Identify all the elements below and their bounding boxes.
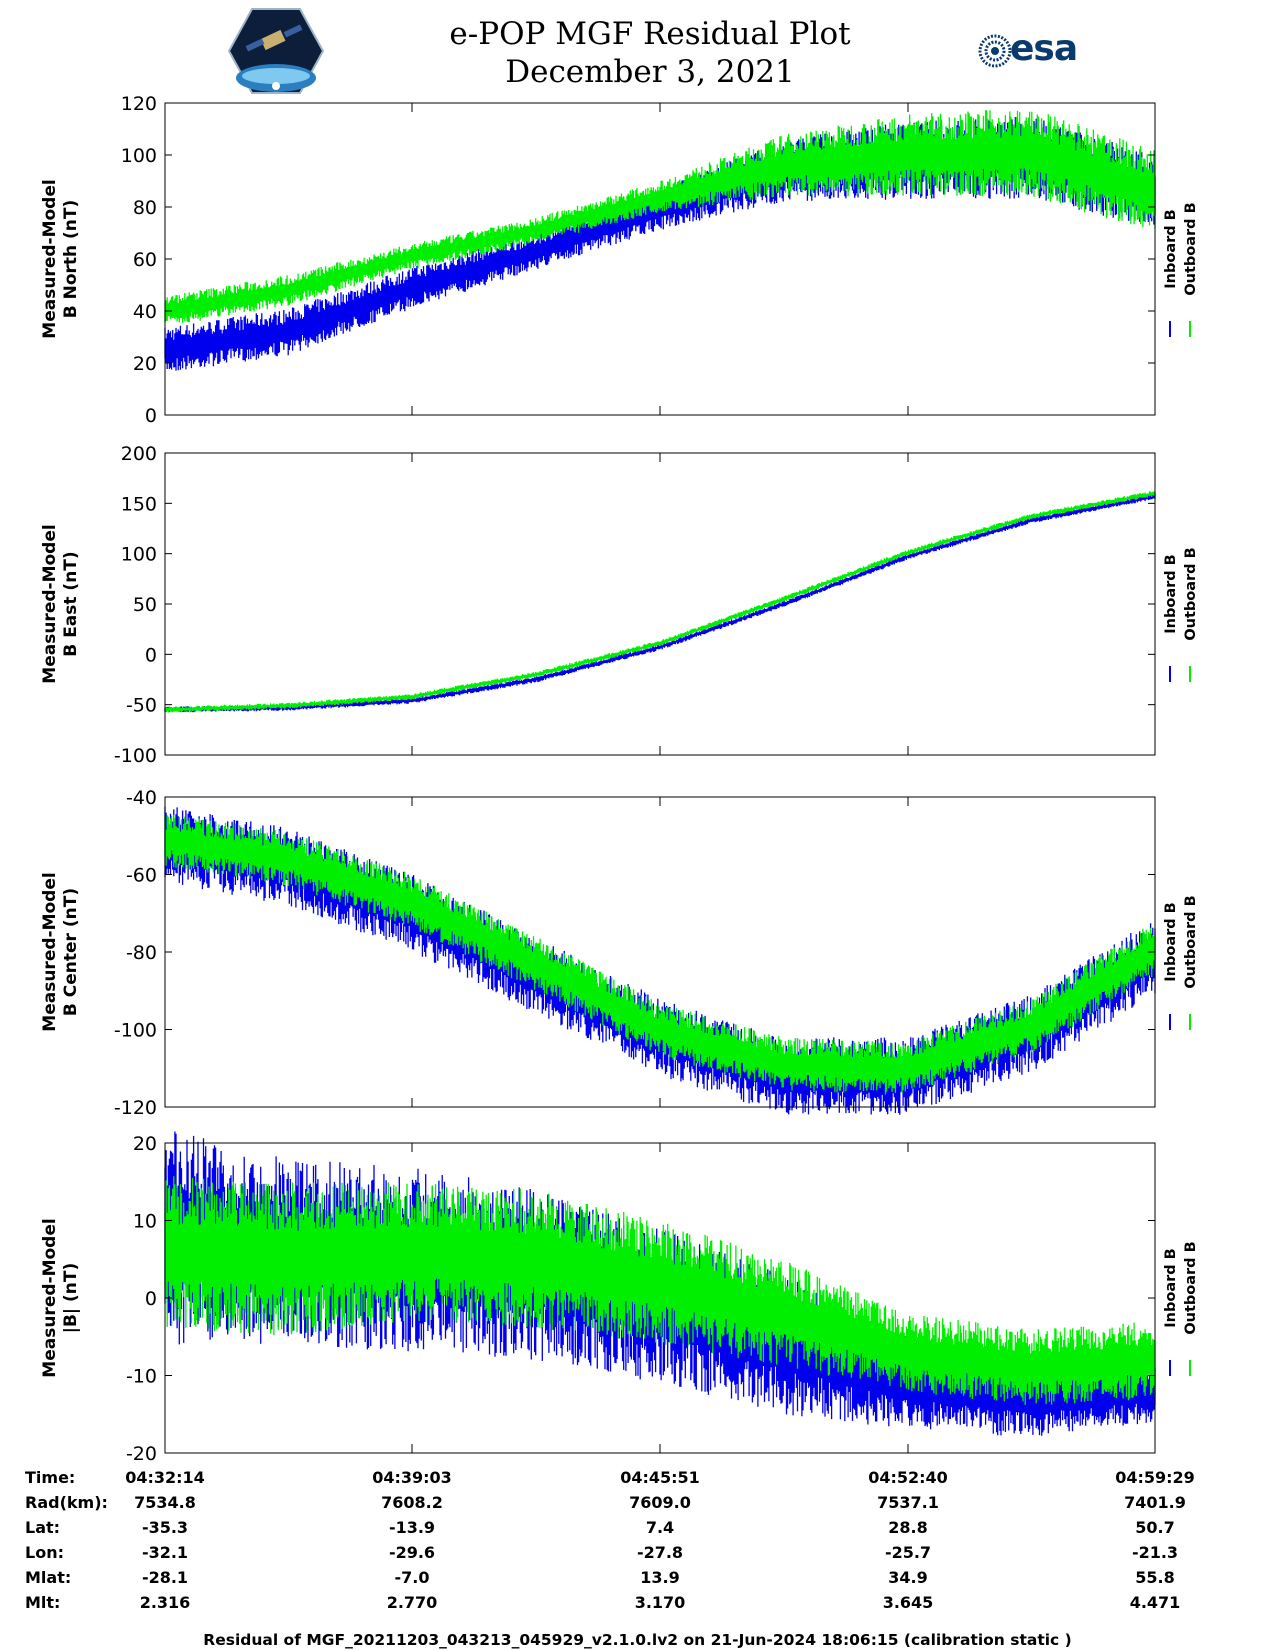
y-tick-label: 120	[121, 93, 157, 115]
y-tick-label: -80	[126, 942, 157, 964]
ephemeris-value: 7.4	[646, 1518, 674, 1537]
mission-logo-icon	[228, 8, 324, 94]
ephemeris-row-label: Lat:	[25, 1518, 60, 1537]
y-tick-label: 80	[133, 197, 157, 219]
ephemeris-value: -25.7	[885, 1543, 931, 1562]
y-axis-label: Measured-ModelB East (nT)	[40, 524, 81, 683]
y-tick-label: 40	[133, 301, 157, 323]
y-tick-label: -60	[126, 865, 157, 887]
series-inboard-b	[164, 494, 1156, 713]
ephemeris-value: 7537.1	[877, 1493, 939, 1512]
ephemeris-value: 2.770	[387, 1593, 438, 1612]
panel-1: 0 20 40 60 80 100 120 Measured-ModelB North (nT…	[40, 93, 1199, 427]
y-tick-label: 0	[145, 1288, 157, 1310]
ephemeris-value: -13.9	[389, 1518, 435, 1537]
y-axis-label-line: B East (nT)	[61, 551, 81, 656]
ephemeris-value: 04:52:40	[868, 1468, 948, 1487]
y-tick-label: -120	[114, 1097, 157, 1119]
legend-label: Inboard B	[1163, 554, 1179, 633]
y-tick-label: 60	[133, 249, 157, 271]
y-tick-label: -20	[126, 1443, 157, 1465]
ephemeris-value: 3.170	[635, 1593, 686, 1612]
ephemeris-value: -7.0	[395, 1568, 430, 1587]
ephemeris-value: 34.9	[888, 1568, 927, 1587]
ephemeris-value: 7608.2	[381, 1493, 443, 1512]
legend-label: Outboard B	[1183, 547, 1199, 640]
footer-caption: Residual of MGF_20211203_043213_045929_v…	[203, 1631, 1072, 1649]
ephemeris-row-label: Rad(km):	[25, 1493, 108, 1512]
ephemeris-value: 2.316	[140, 1593, 191, 1612]
ephemeris-value: -29.6	[389, 1543, 435, 1562]
ephemeris-row-label: Mlt:	[25, 1593, 60, 1612]
y-axis-label: Measured-ModelB Center (nT)	[40, 872, 81, 1031]
legend-label: Inboard B	[1163, 209, 1179, 288]
ephemeris-value: 3.645	[883, 1593, 934, 1612]
y-tick-label: 0	[145, 644, 157, 666]
ephemeris-value: -27.8	[637, 1543, 683, 1562]
ephemeris-row-label: Lon:	[25, 1543, 64, 1562]
esa-logo-text: esa	[1010, 28, 1078, 69]
y-axis-label-line: Measured-Model	[40, 1218, 60, 1377]
ephemeris-value: -21.3	[1132, 1543, 1178, 1562]
y-axis-label: Measured-Model|B| (nT)	[40, 1218, 81, 1377]
ephemeris-value: 4.471	[1130, 1593, 1181, 1612]
ephemeris-value: 50.7	[1135, 1518, 1174, 1537]
y-tick-label: 0	[145, 405, 157, 427]
y-tick-label: 20	[133, 1133, 157, 1155]
y-tick-label: 50	[133, 594, 157, 616]
y-axis-label-line: B North (nT)	[61, 200, 81, 319]
y-tick-label: -100	[114, 745, 157, 767]
ephemeris-value: 04:39:03	[372, 1468, 452, 1487]
legend-label: Outboard B	[1183, 1241, 1199, 1334]
ephemeris-value: 7401.9	[1124, 1493, 1186, 1512]
ephemeris-value: 7534.8	[134, 1493, 196, 1512]
plot-frame	[164, 452, 1156, 756]
ephemeris-value: -32.1	[142, 1543, 188, 1562]
ephemeris-value: 04:59:29	[1115, 1468, 1195, 1487]
y-tick-label: 100	[121, 145, 157, 167]
ephemeris-value: 28.8	[888, 1518, 927, 1537]
panel-4: -20 -10 0 10 20 Measured-Model|B| (nT) Inboard…	[40, 1131, 1199, 1465]
ephemeris-value: -35.3	[142, 1518, 188, 1537]
chart-date: December 3, 2021	[505, 54, 795, 90]
ephemeris-row-label: Mlat:	[25, 1568, 71, 1587]
y-axis-label-line: Measured-Model	[40, 524, 60, 683]
y-tick-label: 20	[133, 353, 157, 375]
panel-2: -100 -50 0 50 100 150 200 Measured-ModelB East …	[40, 443, 1199, 767]
esa-logo-icon	[978, 34, 1012, 68]
legend-label: Outboard B	[1183, 202, 1199, 295]
chart-title: e-POP MGF Residual Plot	[449, 16, 851, 52]
y-axis-label-line: Measured-Model	[40, 179, 60, 338]
y-tick-label: -40	[126, 787, 157, 809]
y-tick-label: -100	[114, 1020, 157, 1042]
y-axis-label-line: Measured-Model	[40, 872, 60, 1031]
series-outboard-b	[164, 491, 1156, 713]
y-axis-label-line: |B| (nT)	[61, 1263, 81, 1334]
ephemeris-value: 04:45:51	[620, 1468, 700, 1487]
y-tick-label: -50	[126, 695, 157, 717]
y-tick-label: 100	[121, 544, 157, 566]
ephemeris-value: 7609.0	[629, 1493, 691, 1512]
panel-3: -120 -100 -80 -60 -40 Measured-ModelB Center …	[40, 787, 1199, 1119]
y-axis-label: Measured-ModelB North (nT)	[40, 179, 81, 338]
y-tick-label: 10	[133, 1211, 157, 1233]
legend-label: Inboard B	[1163, 902, 1179, 981]
legend-label: Inboard B	[1163, 1248, 1179, 1327]
ephemeris-row-label: Time:	[25, 1468, 75, 1487]
legend-label: Outboard B	[1183, 895, 1199, 988]
ephemeris-value: 13.9	[640, 1568, 679, 1587]
ephemeris-value: 04:32:14	[125, 1468, 205, 1487]
ephemeris-value: 55.8	[1135, 1568, 1174, 1587]
ephemeris-value: -28.1	[142, 1568, 188, 1587]
y-tick-label: 200	[121, 443, 157, 465]
y-tick-label: -10	[126, 1366, 157, 1388]
y-tick-label: 150	[121, 493, 157, 515]
y-axis-label-line: B Center (nT)	[61, 888, 81, 1016]
